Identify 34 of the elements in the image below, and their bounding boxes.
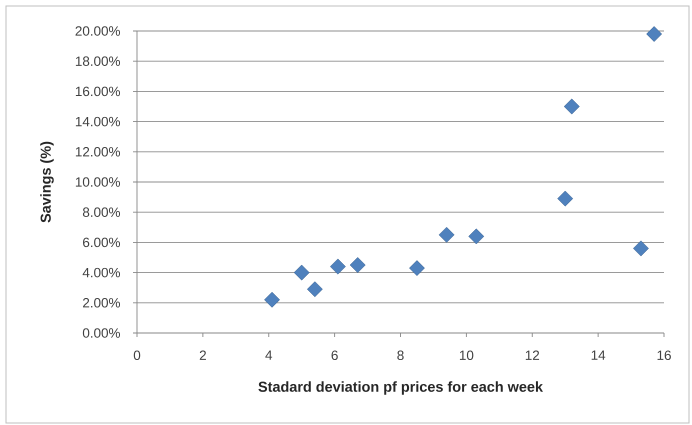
y-tick-label: 10.00% <box>76 177 120 187</box>
x-tick-label: 16 <box>658 350 671 360</box>
y-tick-label: 14.00% <box>76 116 120 126</box>
y-tick-label: 8.00% <box>82 207 120 217</box>
point <box>409 260 425 276</box>
x-tick-label: 4 <box>265 350 272 360</box>
y-axis-title: Savings (%) <box>40 142 54 223</box>
y-tick-label: 18.00% <box>76 56 120 66</box>
point <box>468 228 484 244</box>
point <box>646 26 662 42</box>
x-tick-label: 0 <box>134 350 140 360</box>
x-tick-label: 2 <box>200 350 206 360</box>
point <box>294 264 310 280</box>
point <box>350 257 366 273</box>
y-tick-label: 6.00% <box>83 238 120 248</box>
y-tick-label: 4.00% <box>82 268 120 278</box>
y-tick-label: 2.00% <box>83 298 120 308</box>
y-tick-label: 0.00% <box>82 328 120 338</box>
x-tick-label: 14 <box>592 350 606 360</box>
x-tick-label: 6 <box>332 350 338 360</box>
x-axis-title: Stadard deviation pf prices for each week <box>258 381 543 395</box>
y-tick-label: 16.00% <box>76 86 120 96</box>
point <box>557 190 574 206</box>
point <box>438 226 455 243</box>
point <box>633 240 649 256</box>
x-tick-label: 8 <box>397 350 404 360</box>
point <box>306 281 323 298</box>
y-tick-label: 20.00% <box>76 26 120 36</box>
point <box>264 292 280 308</box>
point <box>330 258 346 274</box>
point <box>564 98 580 114</box>
y-tick-label: 12.00% <box>76 147 120 157</box>
x-tick-label: 10 <box>460 350 474 360</box>
x-tick-label: 12 <box>526 350 540 360</box>
